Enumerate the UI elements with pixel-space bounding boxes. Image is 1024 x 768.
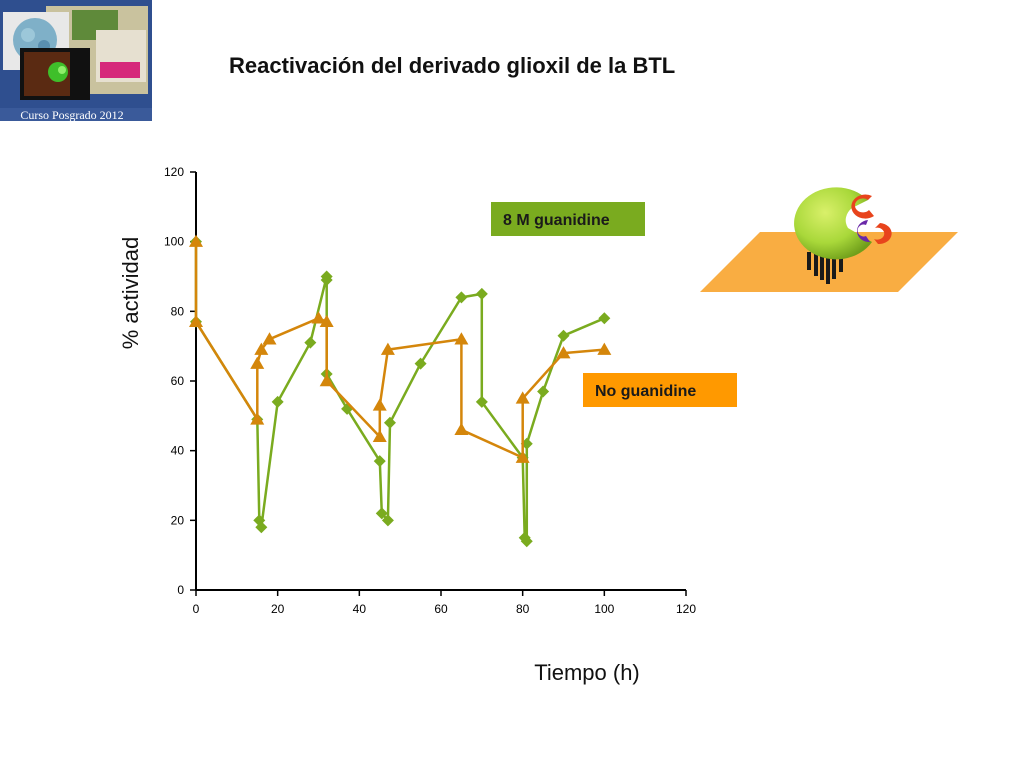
y-tick-label: 40 [171,444,185,458]
data-point-diamond [557,329,570,342]
data-point-diamond [537,385,550,398]
data-point-triangle [380,342,395,355]
x-tick-label: 120 [676,602,696,616]
series-line-2 [194,241,605,459]
data-point-diamond [255,521,268,534]
data-point-diamond [383,416,396,429]
x-tick-label: 80 [516,602,530,616]
data-point-diamond [375,507,388,520]
data-point-triangle [597,342,612,355]
legend-label-2: No guanidine [595,383,696,400]
x-tick-label: 100 [594,602,614,616]
data-point-diamond [381,514,394,527]
data-point-triangle [556,346,571,359]
legend-box-2 [583,373,737,407]
data-point-triangle [454,422,469,436]
x-tick-label: 60 [434,602,448,616]
data-point-diamond [414,357,427,370]
data-point-diamond [475,395,488,408]
y-axis-label: % actividad [118,237,143,350]
x-tick-label: 20 [271,602,285,616]
data-point-diamond [373,455,386,468]
data-point-diamond [598,312,611,325]
data-point-triangle [319,374,334,387]
data-point-triangle [189,314,203,328]
y-tick-label: 80 [171,304,185,318]
x-axis-label: Tiempo (h) [534,660,640,685]
data-point-diamond [341,402,354,415]
data-point-triangle [250,356,265,369]
slide-title: Reactivación del derivado glioxil de la … [229,53,676,78]
y-tick-label: 20 [171,513,185,527]
data-point-diamond [271,395,284,408]
x-tick-label: 0 [193,602,200,616]
data-point-triangle [372,398,387,411]
data-point-diamond [320,273,333,286]
legend-box-1 [491,202,645,236]
data-point-triangle [189,234,203,247]
data-point-triangle [254,342,269,355]
data-point-diamond [520,535,533,548]
legend-label-1: 8 M guanidine [503,212,610,229]
data-point-triangle [515,450,530,463]
data-point-triangle [250,412,265,425]
x-tick-label: 40 [353,602,367,616]
y-tick-label: 100 [164,235,184,249]
data-point-triangle [454,332,469,345]
data-point-triangle [372,429,387,442]
data-point-diamond [304,336,317,349]
y-tick-label: 60 [171,374,185,388]
data-point-triangle [515,391,530,404]
y-tick-label: 120 [164,165,184,179]
data-point-triangle [319,314,334,328]
course-logo: Curso Posgrado 2012 [0,0,152,121]
data-point-triangle [311,311,326,324]
data-point-triangle [262,332,277,345]
data-point-diamond [475,287,488,300]
logo-caption: Curso Posgrado 2012 [20,108,123,121]
data-point-diamond [455,291,468,304]
y-tick-label: 0 [177,583,184,597]
